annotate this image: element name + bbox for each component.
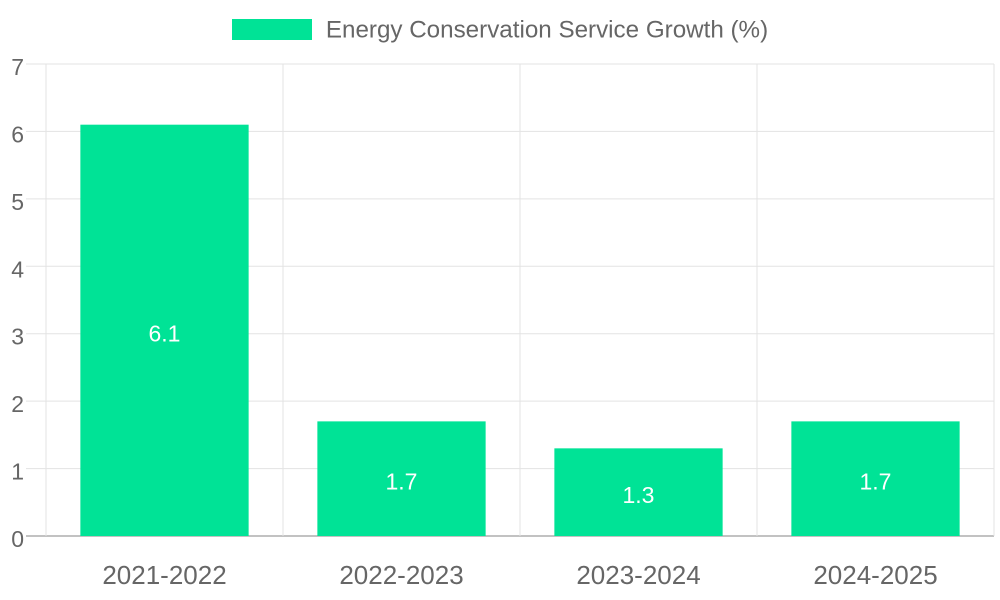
svg-text:2022-2023: 2022-2023 — [339, 560, 463, 590]
svg-text:1.7: 1.7 — [860, 469, 892, 495]
svg-text:2024-2025: 2024-2025 — [813, 560, 937, 590]
svg-text:7: 7 — [11, 54, 24, 80]
svg-text:1.3: 1.3 — [623, 482, 655, 508]
svg-text:0: 0 — [11, 526, 24, 552]
svg-text:2: 2 — [11, 391, 24, 417]
svg-text:6.1: 6.1 — [149, 320, 181, 346]
svg-text:3: 3 — [11, 324, 24, 350]
svg-text:1.7: 1.7 — [386, 469, 418, 495]
svg-text:4: 4 — [11, 256, 24, 282]
svg-text:5: 5 — [11, 189, 24, 215]
svg-text:1: 1 — [11, 459, 24, 485]
svg-text:6: 6 — [11, 121, 24, 147]
svg-text:2023-2024: 2023-2024 — [576, 560, 700, 590]
svg-text:2021-2022: 2021-2022 — [102, 560, 226, 590]
